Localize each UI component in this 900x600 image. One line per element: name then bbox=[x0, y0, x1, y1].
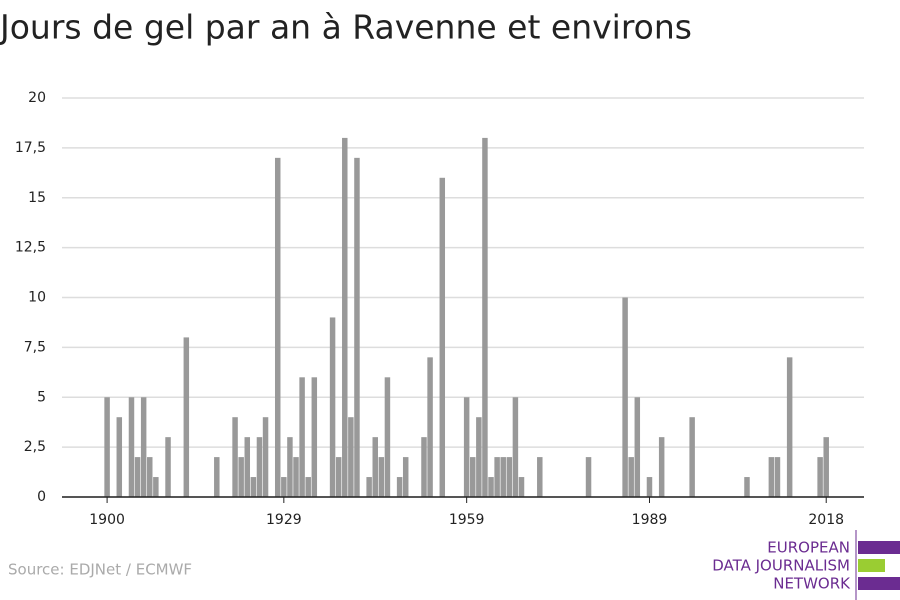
bar bbox=[153, 477, 159, 497]
logo-bar bbox=[858, 577, 900, 590]
logo-text: NETWORK bbox=[773, 575, 851, 593]
bar bbox=[396, 477, 403, 497]
logo-bar bbox=[858, 559, 885, 572]
x-tick-label: 1989 bbox=[632, 512, 668, 528]
bar bbox=[744, 477, 750, 497]
x-tick-label: 1929 bbox=[266, 512, 302, 528]
bar bbox=[214, 457, 220, 497]
logo-text: EUROPEAN bbox=[767, 539, 850, 557]
bar bbox=[476, 417, 482, 497]
logo-bar bbox=[858, 541, 900, 554]
bar bbox=[634, 397, 641, 497]
chart-title: Jours de gel par an à Ravenne et environ… bbox=[0, 8, 692, 47]
bar bbox=[646, 477, 653, 497]
bar bbox=[238, 457, 244, 497]
bar bbox=[281, 477, 287, 497]
bar bbox=[372, 437, 378, 497]
bar bbox=[250, 477, 257, 497]
y-tick-label: 7,5 bbox=[24, 339, 46, 355]
bar bbox=[165, 437, 171, 497]
bar bbox=[262, 417, 269, 497]
bar bbox=[128, 397, 135, 497]
bar bbox=[384, 377, 391, 497]
y-tick-label: 0 bbox=[37, 489, 46, 505]
bar bbox=[823, 437, 829, 497]
x-tick-label: 2018 bbox=[808, 512, 844, 528]
bar bbox=[354, 157, 360, 497]
bar bbox=[421, 437, 427, 497]
bar bbox=[274, 157, 281, 497]
bar bbox=[378, 457, 385, 497]
bar bbox=[287, 437, 293, 497]
bar bbox=[585, 457, 592, 497]
bar bbox=[402, 457, 409, 497]
bar bbox=[482, 137, 488, 497]
bar bbox=[299, 377, 305, 497]
y-tick-label: 2,5 bbox=[24, 439, 46, 455]
x-tick-label: 1959 bbox=[449, 512, 485, 528]
bar bbox=[518, 477, 525, 497]
bar bbox=[506, 457, 513, 497]
bar bbox=[256, 437, 263, 497]
bar bbox=[628, 457, 634, 497]
y-tick-label: 12,5 bbox=[15, 240, 46, 256]
bar bbox=[817, 457, 823, 497]
bar bbox=[183, 337, 190, 497]
bar bbox=[134, 457, 141, 497]
logo-text: DATA JOURNALISM bbox=[712, 557, 850, 575]
y-tick-label: 5 bbox=[37, 389, 46, 405]
bar bbox=[348, 417, 354, 497]
y-tick-label: 10 bbox=[28, 290, 46, 306]
bar bbox=[470, 457, 476, 497]
bar bbox=[305, 477, 311, 497]
bar bbox=[311, 377, 318, 497]
bar bbox=[463, 397, 470, 497]
bar bbox=[335, 457, 342, 497]
bar bbox=[658, 437, 665, 497]
source: Source: EDJNet / ECMWF bbox=[8, 561, 192, 579]
bar bbox=[512, 397, 519, 497]
bar bbox=[774, 457, 781, 497]
bar bbox=[439, 177, 446, 498]
bar bbox=[104, 397, 110, 497]
y-tick-label: 20 bbox=[28, 90, 46, 106]
y-tick-label: 17,5 bbox=[15, 140, 46, 156]
bar bbox=[140, 397, 147, 497]
bar bbox=[689, 417, 695, 497]
bar bbox=[537, 457, 543, 497]
bar bbox=[500, 457, 506, 497]
bar bbox=[116, 417, 123, 497]
bar bbox=[366, 477, 372, 497]
bar bbox=[342, 137, 348, 497]
bar bbox=[768, 457, 775, 497]
bar bbox=[232, 417, 238, 497]
x-tick-label: 1900 bbox=[89, 512, 125, 528]
y-tick-label: 15 bbox=[28, 190, 46, 206]
bar bbox=[488, 477, 494, 497]
bar bbox=[622, 297, 628, 497]
bar bbox=[786, 357, 793, 497]
bar bbox=[427, 357, 433, 497]
bar bbox=[494, 457, 500, 497]
bar bbox=[147, 457, 153, 497]
bar bbox=[244, 437, 251, 497]
bar bbox=[293, 457, 299, 497]
bar bbox=[329, 317, 336, 497]
